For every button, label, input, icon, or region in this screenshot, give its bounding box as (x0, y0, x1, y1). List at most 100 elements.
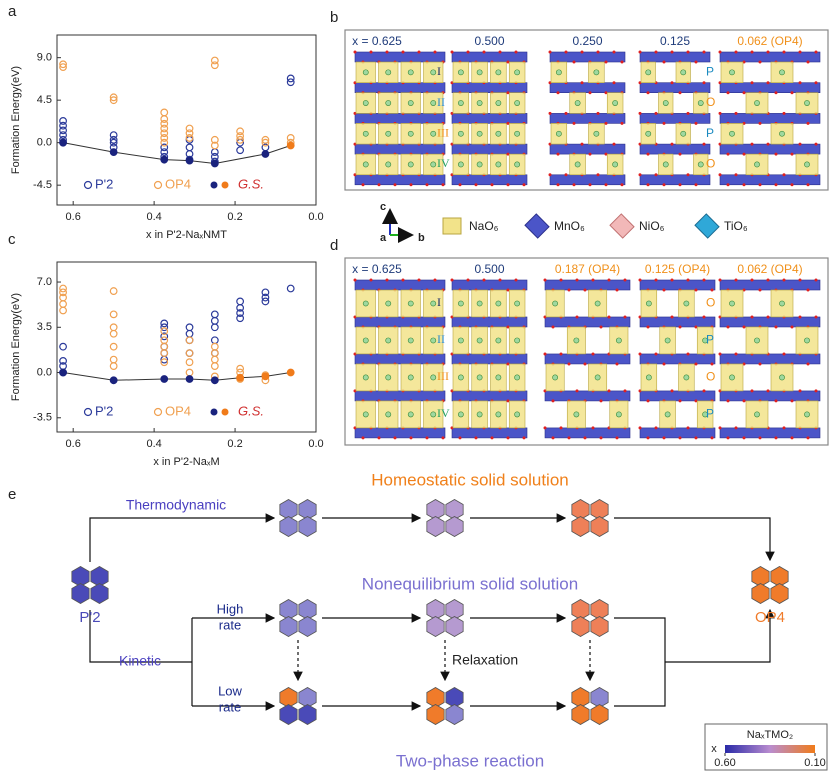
axis-label: b (418, 232, 425, 244)
x-axis-title: x in P'2-NaₓNMT (146, 229, 227, 241)
oxygen (506, 60, 510, 64)
sodium (697, 161, 704, 168)
data-point (185, 323, 194, 332)
ground-state-line (62, 142, 291, 164)
oxygen (686, 352, 690, 356)
sodium (362, 411, 369, 418)
mno6-layer (639, 427, 716, 439)
sodium (702, 411, 709, 418)
x-axis-title: x in P'2-NaₓM (153, 456, 219, 468)
oxygen (607, 278, 611, 282)
mno6-layer (354, 316, 446, 328)
data-point (185, 368, 194, 377)
mno6-layer (719, 390, 821, 402)
sodium (457, 100, 464, 106)
arrow (89, 513, 276, 562)
oxygen (599, 399, 603, 403)
oxygen (798, 81, 802, 85)
data-point (160, 129, 169, 138)
data-point (59, 288, 67, 297)
oxygen (710, 362, 714, 366)
hexagon (279, 616, 298, 637)
sodium (555, 130, 562, 137)
hexagon (571, 704, 590, 725)
sodium (385, 337, 392, 344)
stacking-label: P (706, 333, 714, 347)
oxygen (646, 436, 650, 440)
oxygen (798, 389, 802, 393)
oxygen (559, 278, 563, 282)
oxygen (774, 183, 778, 187)
oxygen (591, 352, 595, 356)
oxygen (514, 278, 518, 282)
data-point (59, 131, 67, 140)
oxygen (580, 142, 584, 146)
x-tick-label: 0.2 (227, 438, 242, 450)
oxygen (638, 426, 642, 430)
sodium (804, 337, 810, 344)
data-point (210, 310, 219, 319)
data-point (236, 132, 245, 140)
mno6-layer (549, 113, 626, 124)
data-point (185, 329, 194, 338)
oxygen (694, 60, 698, 64)
oxygen (417, 278, 421, 282)
legend-label: G.S. (238, 176, 264, 191)
sodium (385, 130, 392, 137)
sodium (430, 161, 437, 168)
oxygen (662, 121, 666, 125)
mno6-layer (719, 51, 821, 63)
data-point (210, 135, 219, 144)
mno6-layer (544, 353, 631, 365)
plot-frame (56, 34, 317, 206)
sodium (594, 300, 601, 307)
sodium (362, 300, 369, 307)
legend-label: P'2 (95, 176, 113, 191)
sodium (362, 374, 369, 381)
hexagon (590, 516, 609, 537)
oxygen (726, 399, 730, 403)
oxygen (393, 183, 397, 187)
sodium (662, 161, 669, 168)
sodium (514, 374, 521, 381)
oxygen (498, 278, 502, 282)
sodium (476, 337, 483, 344)
sodium (476, 100, 483, 106)
oxygen (742, 183, 746, 187)
mno6-layer (544, 279, 631, 291)
oxygen (409, 436, 413, 440)
data-point (109, 376, 118, 385)
oxygen (604, 91, 608, 95)
sodium (593, 130, 600, 137)
data-point (109, 135, 118, 144)
sodium (754, 337, 760, 344)
data-point (59, 126, 67, 135)
oxygen (615, 362, 619, 366)
oxygen (425, 183, 429, 187)
oxygen (369, 278, 373, 282)
sodium (476, 130, 483, 137)
oxygen (612, 50, 616, 54)
sodium (594, 374, 601, 381)
sodium (683, 300, 690, 307)
oxygen (678, 183, 682, 187)
sodium (495, 161, 502, 168)
oxygen (758, 183, 762, 187)
oxygen (694, 399, 698, 403)
oxygen (654, 426, 658, 430)
oxygen (750, 278, 754, 282)
oxygen (361, 183, 365, 187)
sodium (457, 130, 464, 137)
data-point (236, 146, 245, 155)
oxygen (790, 183, 794, 187)
oxygen (588, 152, 592, 156)
data-point (109, 148, 118, 157)
legend-polyhedron (694, 213, 720, 239)
data-point (185, 134, 194, 142)
y-tick-label: 7.0 (37, 276, 52, 288)
oxygen (572, 183, 576, 187)
oxygen (572, 60, 576, 64)
oxygen (433, 50, 437, 54)
sodium (385, 100, 392, 106)
oxygen (670, 315, 674, 319)
